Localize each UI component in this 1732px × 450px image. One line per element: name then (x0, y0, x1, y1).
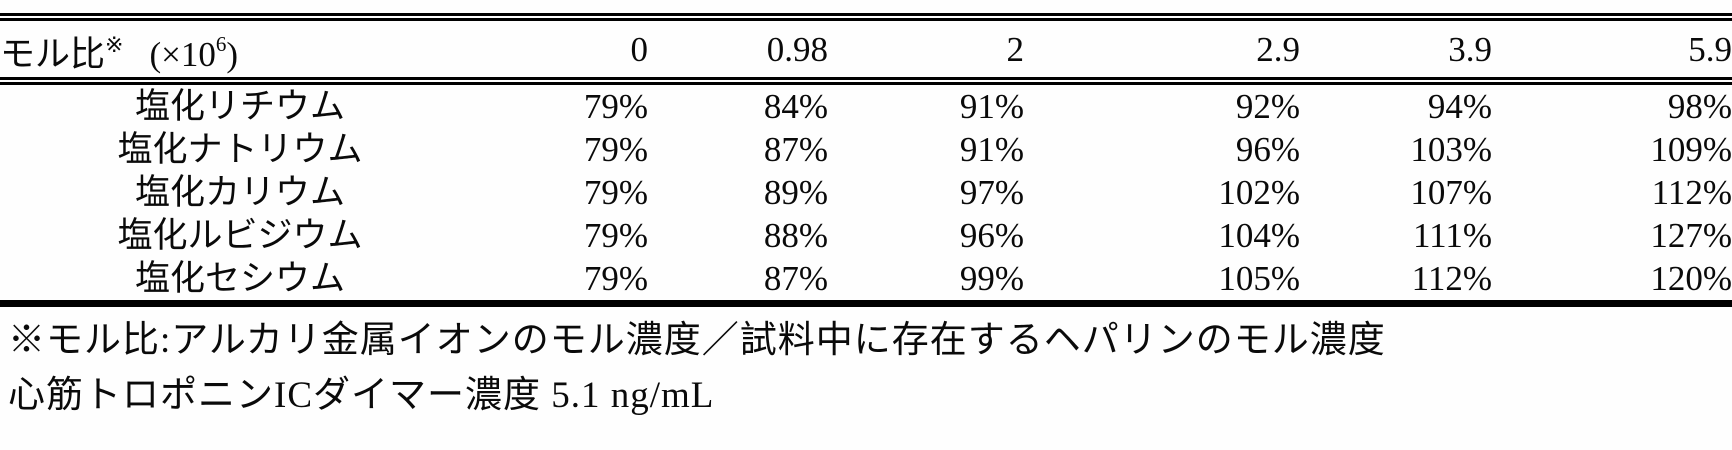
column-header: 0.98 (648, 17, 828, 85)
footnote-marker-icon: ※ (105, 31, 124, 57)
column-header: 0 (480, 17, 648, 85)
molar-ratio-footnote: ※モル比:アルカリ金属イオンのモル濃度／試料中に存在するヘパリンのモル濃度 (8, 320, 1386, 361)
table-cell: 91% (959, 87, 1024, 126)
alkali-chloride-recovery-table: モル比※ (×106) 0 0.98 2 2.9 3.9 5.9 塩化リチウム 7… (0, 13, 1732, 307)
table-cell: 111% (1412, 216, 1492, 255)
table-cell: 96% (1235, 130, 1300, 169)
table-row-rubidium-chloride: 塩化ルビジウム 79% 88% 96% 104% 111% 127% (0, 214, 1732, 257)
table-cell: 79% (480, 257, 648, 307)
table-cell: 87% (763, 130, 828, 169)
column-header: 5.9 (1492, 17, 1732, 85)
table-row-sodium-chloride: 塩化ナトリウム 79% 87% 91% 96% 103% 109% (0, 128, 1732, 171)
molar-ratio-header-cell: モル比※ (×106) (0, 17, 480, 85)
row-label: 塩化ルビジウム (117, 216, 363, 255)
table-cell: 79% (583, 130, 648, 169)
table-cell: 94% (1427, 87, 1492, 126)
table-cell: 97% (959, 173, 1024, 212)
multiplier-exponent: 6 (215, 31, 227, 56)
table-row-cesium-chloride: 塩化セシウム 79% 87% 99% 105% 112% 120% (0, 257, 1732, 307)
table-cell: 99% (828, 257, 1024, 307)
table-cell: 127% (1650, 216, 1732, 255)
table-cell: 102% (1218, 173, 1300, 212)
row-label: 塩化ナトリウム (117, 130, 363, 169)
table-cell: 87% (648, 257, 828, 307)
table-cell: 112% (1651, 173, 1732, 212)
table-cell: 109% (1650, 130, 1732, 169)
table-cell: 96% (959, 216, 1024, 255)
table-cell: 105% (1024, 257, 1300, 307)
column-header: 2 (828, 17, 1024, 85)
table-cell: 98% (1667, 87, 1732, 126)
column-header: 3.9 (1300, 17, 1492, 85)
row-label: 塩化リチウム (134, 87, 345, 126)
table-cell: 120% (1492, 257, 1732, 307)
table-cell: 84% (763, 87, 828, 126)
row-label: 塩化カリウム (134, 173, 345, 212)
row-label: 塩化セシウム (0, 257, 480, 307)
table-cell: 79% (583, 87, 648, 126)
table-cell: 92% (1235, 87, 1300, 126)
table-cell: 112% (1300, 257, 1492, 307)
table-cell: 107% (1410, 173, 1492, 212)
table-cell: 79% (583, 216, 648, 255)
table-cell: 89% (763, 173, 828, 212)
molar-ratio-label: モル比 (0, 34, 106, 74)
troponin-concentration-note: 心筋トロポニンICダイマー濃度 5.1 ng/mL (8, 375, 715, 416)
table-cell: 79% (583, 173, 648, 212)
table-row-potassium-chloride: 塩化カリウム 79% 89% 97% 102% 107% 112% (0, 171, 1732, 214)
multiplier-open: (×10 (149, 34, 216, 74)
table-cell: 103% (1410, 130, 1492, 169)
column-header: 2.9 (1024, 17, 1300, 85)
table-row-lithium-chloride: 塩化リチウム 79% 84% 91% 92% 94% 98% (0, 81, 1732, 128)
footnotes: ※モル比:アルカリ金属イオンのモル濃度／試料中に存在するヘパリンのモル濃度 心筋… (0, 313, 1732, 423)
multiplier-label: (×106) (149, 31, 239, 74)
table-cell: 88% (763, 216, 828, 255)
table-cell: 91% (959, 130, 1024, 169)
header-row: モル比※ (×106) 0 0.98 2 2.9 3.9 5.9 (0, 17, 1732, 85)
multiplier-close: ) (226, 34, 239, 74)
table-cell: 104% (1218, 216, 1300, 255)
